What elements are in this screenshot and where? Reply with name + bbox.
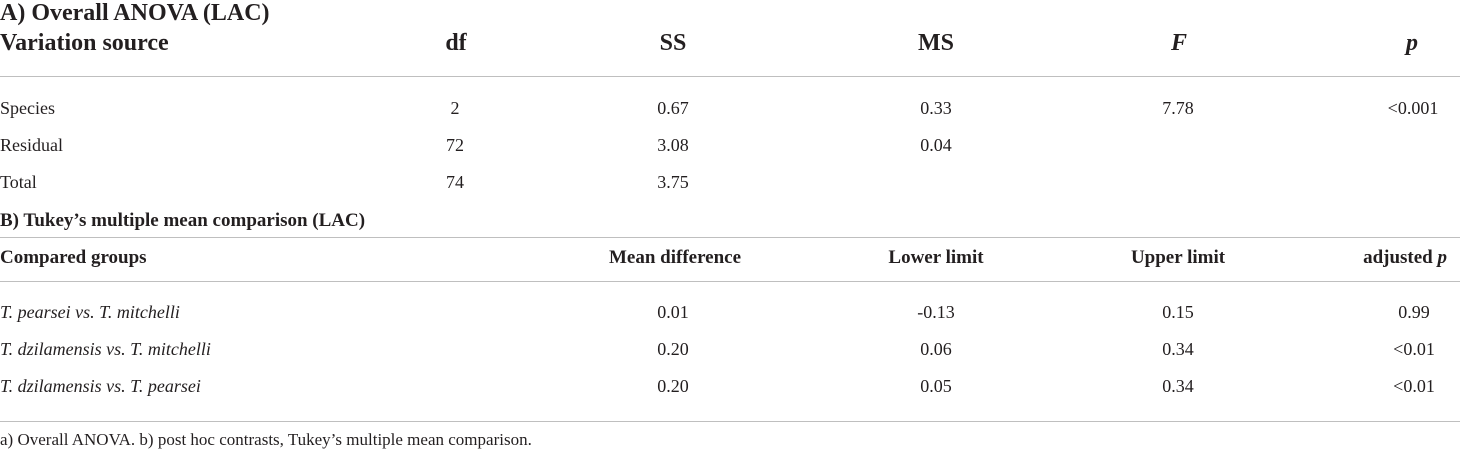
cell-df: 72 xyxy=(446,135,464,155)
row-label: T. dzilamensis vs. T. mitchelli xyxy=(0,339,211,359)
cell-lower-limit: 0.05 xyxy=(920,376,952,396)
footnote: a) Overall ANOVA. b) post hoc contrasts,… xyxy=(0,430,532,449)
section-b-header-rule xyxy=(0,281,1460,282)
header-adjusted-label: adjusted xyxy=(1363,247,1433,268)
header-lower-limit: Lower limit xyxy=(888,247,984,268)
row-label: T. pearsei vs. T. mitchelli xyxy=(0,302,180,322)
header-compared-groups: Compared groups xyxy=(0,247,147,268)
header-adjusted-p: adjusted p xyxy=(1363,247,1447,269)
cell-f: 7.78 xyxy=(1162,98,1194,118)
cell-df: 2 xyxy=(450,98,460,118)
section-b-top-rule xyxy=(0,237,1460,238)
section-a-header-rule xyxy=(0,76,1460,77)
cell-upper-limit: 0.34 xyxy=(1162,376,1194,396)
row-label: Residual xyxy=(0,135,63,155)
cell-adjusted-p: <0.01 xyxy=(1393,339,1435,359)
cell-ms: 0.04 xyxy=(920,135,952,155)
section-a-title: A) Overall ANOVA (LAC) xyxy=(0,0,270,26)
cell-upper-limit: 0.34 xyxy=(1162,339,1194,359)
header-ms: MS xyxy=(918,30,954,56)
header-p: p xyxy=(1406,30,1418,56)
cell-p: <0.001 xyxy=(1387,98,1439,118)
header-upper-limit: Upper limit xyxy=(1130,247,1226,268)
section-b-title: B) Tukey’s multiple mean comparison (LAC… xyxy=(0,210,366,231)
cell-upper-limit: 0.15 xyxy=(1162,302,1194,322)
header-df: df xyxy=(445,30,467,56)
table-bottom-rule xyxy=(0,421,1460,422)
cell-mean-difference: 0.20 xyxy=(657,339,689,359)
cell-ss: 3.75 xyxy=(657,172,689,192)
header-variation-source: Variation source xyxy=(0,30,169,56)
header-ss: SS xyxy=(659,30,687,56)
row-label: Total xyxy=(0,172,37,192)
cell-ss: 3.08 xyxy=(657,135,689,155)
cell-ss: 0.67 xyxy=(657,98,689,118)
cell-mean-difference: 0.01 xyxy=(657,302,689,322)
header-mean-difference: Mean difference xyxy=(608,247,742,268)
cell-df: 74 xyxy=(446,172,464,192)
cell-lower-limit: -0.13 xyxy=(917,302,955,322)
cell-ms: 0.33 xyxy=(920,98,952,118)
header-p-symbol: p xyxy=(1437,247,1448,268)
cell-adjusted-p: <0.01 xyxy=(1393,376,1435,396)
row-label: Species xyxy=(0,98,55,118)
cell-mean-difference: 0.20 xyxy=(657,376,689,396)
cell-adjusted-p: 0.99 xyxy=(1398,302,1430,322)
cell-lower-limit: 0.06 xyxy=(920,339,952,359)
header-f: F xyxy=(1170,30,1188,56)
row-label: T. dzilamensis vs. T. pearsei xyxy=(0,376,201,396)
